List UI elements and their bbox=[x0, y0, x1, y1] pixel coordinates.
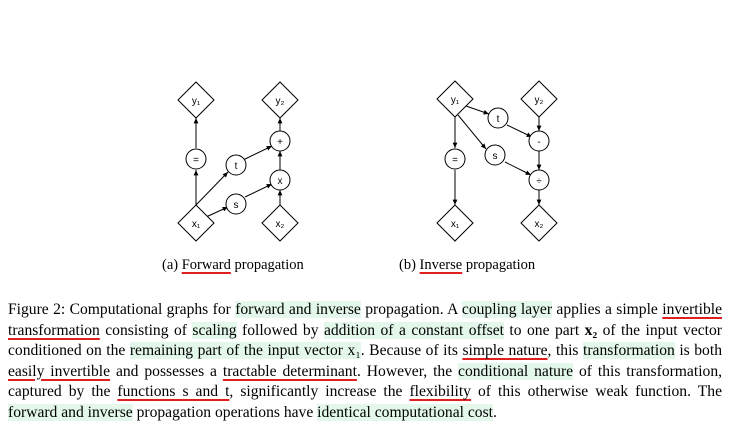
caption-underline: flexibility bbox=[409, 383, 471, 400]
inv-label-x2: x₂ bbox=[535, 219, 544, 230]
caption-text: propagation operations have bbox=[133, 404, 317, 421]
fwd-label-y1: y₁ bbox=[192, 96, 201, 107]
caption-highlight: remaining part of the input vector x₁ bbox=[130, 342, 361, 359]
caption-text: of this otherwise weak function. The bbox=[471, 383, 722, 400]
caption-highlight: coupling layer bbox=[462, 301, 552, 318]
caption-text: , this bbox=[548, 342, 583, 359]
inv-label-x1: x₁ bbox=[451, 219, 460, 230]
subcaption-inverse-word: Inverse bbox=[420, 257, 463, 273]
fwd-label-x2: x₂ bbox=[276, 219, 285, 230]
caption-text: , significantly increase the bbox=[229, 383, 409, 400]
caption-text: . Because of its bbox=[361, 342, 463, 359]
caption-text: is both bbox=[675, 342, 722, 359]
caption-underline: simple nature bbox=[462, 342, 547, 359]
inv-label-s: s bbox=[493, 151, 498, 162]
caption-text: . However, the bbox=[357, 363, 458, 380]
subcaption-inverse-rest: propagation bbox=[466, 257, 535, 273]
figure-graphs: y₁ y₂ x₁ x₂ = + t x s y₁ y₂ x₁ x₂ t bbox=[0, 0, 740, 270]
caption-text: propagation. A bbox=[361, 301, 462, 318]
caption-highlight: addition of a constant offset bbox=[324, 322, 504, 339]
caption-math: x₂ bbox=[585, 322, 597, 339]
inv-label-eq: = bbox=[452, 155, 458, 166]
subcaption-forward-rest: propagation bbox=[234, 257, 303, 273]
caption-highlight: transformation bbox=[583, 342, 675, 359]
subcaption-forward: (a) Forward propagation bbox=[162, 257, 304, 274]
caption-highlight: identical computational cost bbox=[317, 404, 493, 421]
caption-text: applies a simple bbox=[552, 301, 662, 318]
fwd-label-y2: y₂ bbox=[276, 96, 285, 107]
caption-highlight: scaling bbox=[192, 322, 236, 339]
subcaption-forward-label: (a) bbox=[162, 257, 178, 273]
inv-label-t: t bbox=[497, 114, 500, 125]
caption-text: followed by bbox=[237, 322, 324, 339]
caption-underline: tractable determinant bbox=[223, 363, 357, 380]
fwd-label-x1: x₁ bbox=[192, 219, 201, 230]
caption-underline: easily invertible bbox=[8, 363, 110, 380]
inv-label-y2: y₂ bbox=[535, 95, 544, 106]
caption-highlight: conditional nature bbox=[458, 363, 573, 380]
inv-label-minus: - bbox=[537, 137, 540, 148]
fwd-label-plus: + bbox=[277, 137, 283, 148]
subcaption-inverse: (b) Inverse propagation bbox=[399, 257, 535, 274]
caption-text: . bbox=[493, 404, 497, 421]
caption-highlight: forward and inverse bbox=[8, 404, 133, 421]
subcaption-inverse-label: (b) bbox=[399, 257, 416, 273]
fwd-label-s: s bbox=[234, 200, 239, 211]
fwd-label-times: x bbox=[278, 176, 283, 187]
inv-label-div: ÷ bbox=[536, 176, 542, 187]
figure-caption: Figure 2: Computational graphs for forwa… bbox=[8, 300, 722, 423]
inv-label-y1: y₁ bbox=[451, 95, 460, 106]
caption-text: and possesses a bbox=[110, 363, 223, 380]
caption-text: Figure 2: Computational graphs for bbox=[8, 301, 235, 318]
caption-underline: functions s and t bbox=[117, 383, 229, 400]
caption-text: to one part bbox=[504, 322, 585, 339]
caption-highlight: forward and inverse bbox=[235, 301, 361, 318]
fwd-label-t: t bbox=[235, 161, 238, 172]
fwd-label-eq: = bbox=[193, 155, 199, 166]
caption-text: consisting of bbox=[100, 322, 193, 339]
subcaption-forward-word: Forward bbox=[182, 257, 231, 273]
